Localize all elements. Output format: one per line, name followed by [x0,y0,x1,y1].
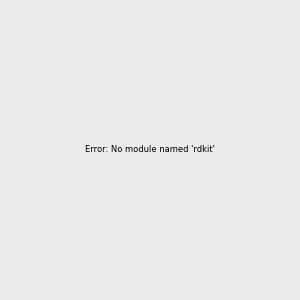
Text: Error: No module named 'rdkit': Error: No module named 'rdkit' [85,146,215,154]
